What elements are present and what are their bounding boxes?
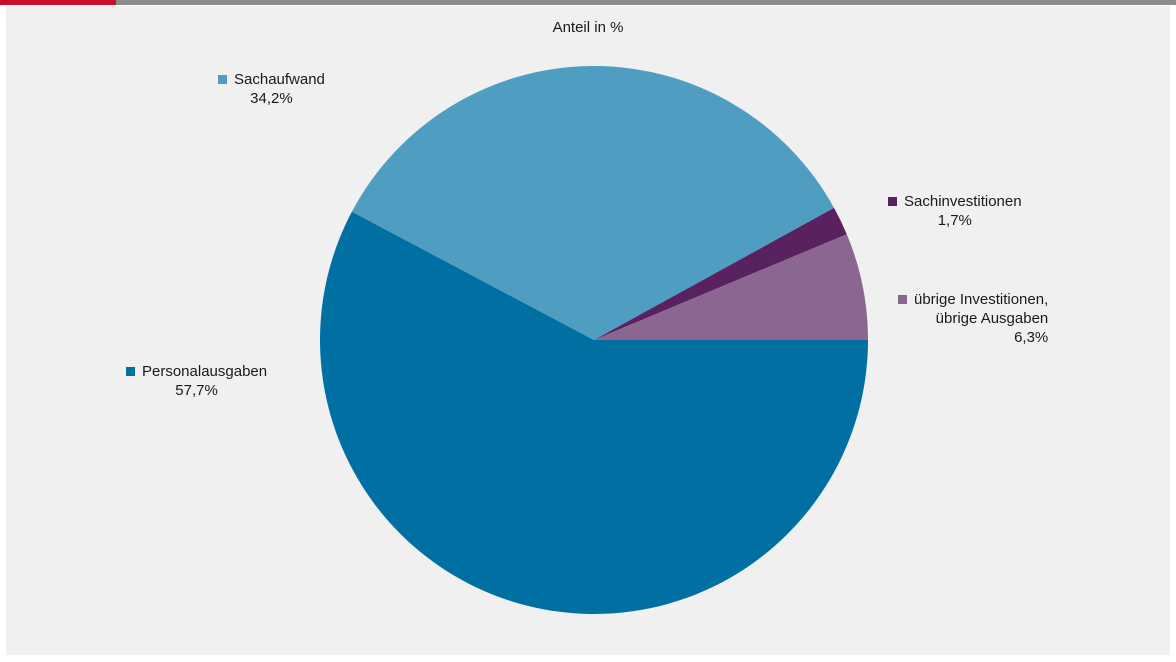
slice-sachinvestitionen xyxy=(594,207,847,340)
label-uebrige-investitionen: übrige Investitionen, übrige Ausgaben 6,… xyxy=(898,290,1048,347)
slice-personalausgaben xyxy=(319,211,868,614)
slice-uebrige-investitionen xyxy=(594,234,868,340)
label-sachinvestitionen: Sachinvestitionen 1,7% xyxy=(888,192,1022,230)
slice-sachaufwand xyxy=(351,66,835,341)
legend-swatch-sachinvestitionen xyxy=(888,197,897,206)
chart-title: Anteil in % xyxy=(552,19,624,36)
top-accent-rule xyxy=(0,0,116,5)
top-rule xyxy=(0,0,1176,5)
label-personalausgaben: Personalausgaben 57,7% xyxy=(126,362,267,400)
label-sachaufwand: Sachaufwand 34,2% xyxy=(218,70,325,108)
legend-swatch-sachaufwand xyxy=(218,75,227,84)
legend-swatch-personalausgaben xyxy=(126,367,135,376)
legend-swatch-uebrige-investitionen xyxy=(898,295,907,304)
